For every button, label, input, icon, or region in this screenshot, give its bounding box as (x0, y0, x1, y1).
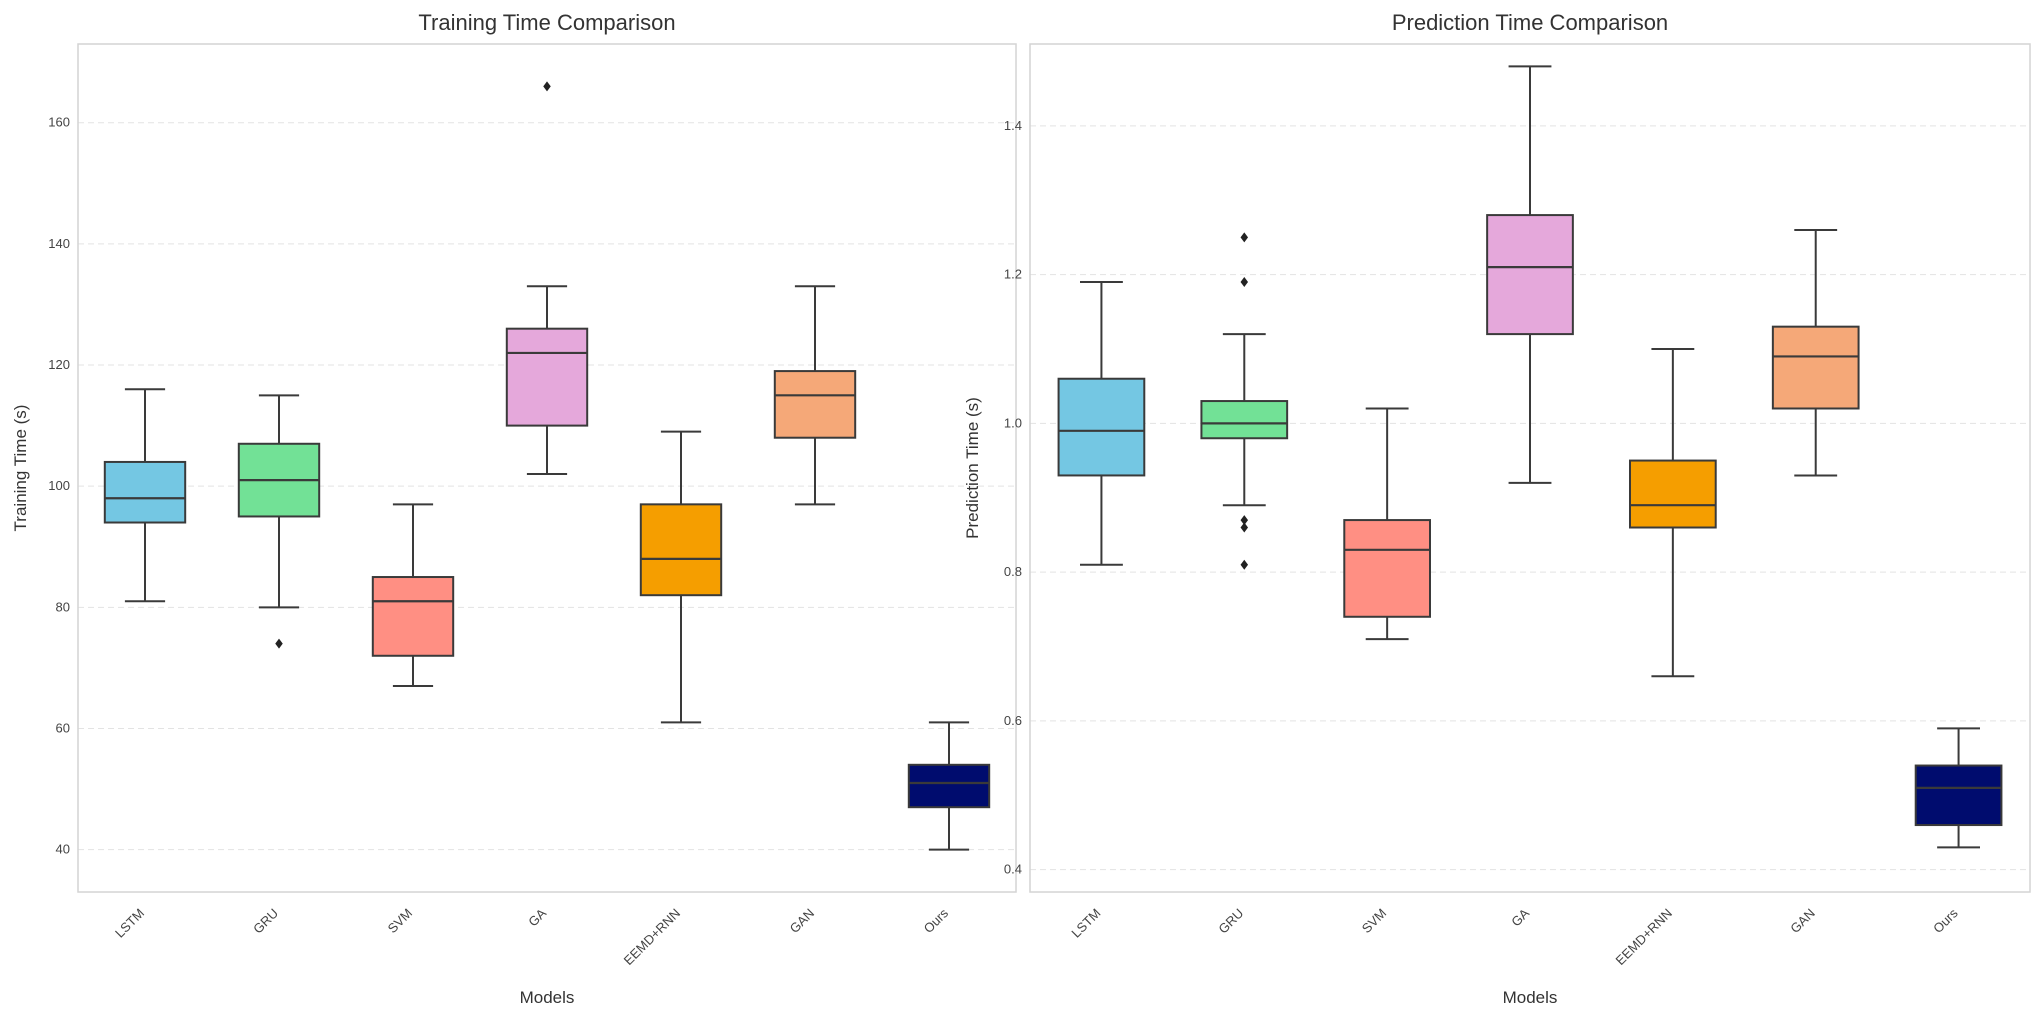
y-tick-label: 80 (56, 599, 70, 614)
x-tick-label-svm: SVM (1359, 906, 1390, 937)
y-tick-label: 0.4 (1004, 862, 1022, 877)
plot-frame (1029, 43, 2031, 893)
box-lstm (103, 460, 187, 524)
x-tick-label-eemd-rnn: EEMD+RNN (1613, 906, 1675, 968)
x-tick-label-gan: GAN (1787, 906, 1818, 937)
outlier-gru (1240, 232, 1249, 243)
box-gan (773, 370, 857, 439)
x-axis-label: Models (1503, 988, 1558, 1007)
y-tick-label: 60 (56, 720, 70, 735)
y-axis-label: Training Time (s) (11, 405, 30, 532)
x-tick-label-lstm: LSTM (112, 906, 147, 941)
outlier-ga (543, 81, 551, 92)
x-tick-label-eemd-rnn: EEMD+RNN (621, 906, 683, 968)
outlier-gru (1240, 277, 1249, 288)
y-tick-label: 1.0 (1004, 415, 1022, 430)
y-tick-label: 120 (48, 357, 70, 372)
box-ga (1486, 214, 1574, 336)
x-tick-label-gru: GRU (1215, 906, 1246, 937)
prediction-time-chart: 0.4 0.6 0.8 1.0 1.2 1.4 LSTM GRU SVM GA EEMD+RNN GA… (963, 10, 2031, 1007)
outlier-gru (1240, 515, 1249, 526)
y-tick-label: 1.4 (1004, 118, 1022, 133)
x-tick-label-lstm: LSTM (1068, 906, 1103, 941)
box-ga (505, 327, 589, 427)
y-tick-label: 1.2 (1004, 267, 1022, 282)
x-tick-label-svm: SVM (385, 906, 416, 937)
x-axis-label: Models (520, 988, 575, 1007)
chart-title: Prediction Time Comparison (1392, 10, 1668, 35)
box-gan (1771, 325, 1860, 410)
x-tick-label-gan: GAN (787, 906, 818, 937)
outlier-gru (275, 638, 283, 649)
x-tick-label-ours: Ours (1930, 905, 1961, 936)
box-gru (1200, 400, 1289, 440)
box-ours (907, 763, 991, 809)
y-axis-label: Prediction Time (s) (963, 397, 982, 539)
y-tick-label: 0.8 (1004, 564, 1022, 579)
y-tick-label: 100 (48, 478, 70, 493)
x-tick-label-ga: GA (1508, 905, 1532, 929)
y-tick-label: 140 (48, 236, 70, 251)
x-tick-label-ga: GA (525, 905, 549, 929)
y-tick-label: 160 (48, 115, 70, 130)
box-eemd-rnn (1629, 459, 1717, 529)
box-svm (1343, 519, 1432, 618)
box-ours (1914, 764, 2003, 827)
x-tick-label-ours: Ours (921, 905, 952, 936)
training-time-chart: 40 60 80 100 120 140 160 LSTM GRU SVM GA EEMD+RNN GA… (11, 10, 1017, 1007)
y-tick-label: 40 (56, 842, 70, 857)
box-lstm (1057, 377, 1146, 477)
chart-title: Training Time Comparison (418, 10, 675, 35)
outlier-gru (1240, 559, 1249, 570)
x-tick-label-gru: GRU (250, 906, 281, 937)
box-svm (371, 576, 455, 657)
plot-frame (77, 43, 1017, 893)
outlier-gru (1240, 522, 1249, 533)
box-eemd-rnn (639, 503, 723, 597)
y-tick-label: 0.6 (1004, 713, 1022, 728)
